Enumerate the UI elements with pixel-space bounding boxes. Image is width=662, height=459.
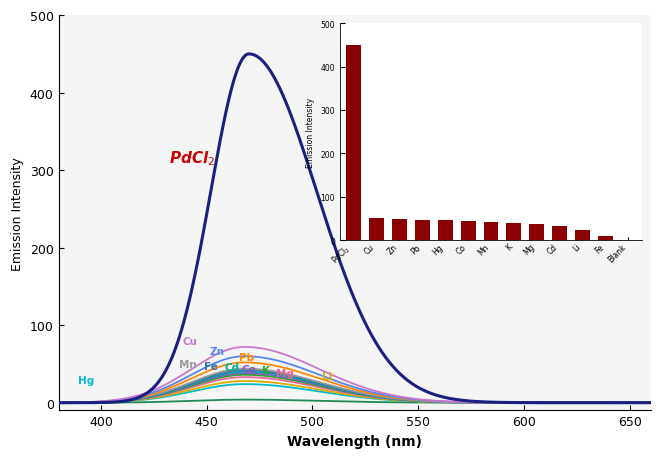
Text: K: K [262, 365, 270, 375]
Text: Li: Li [322, 372, 332, 381]
Text: PdCl$_2$: PdCl$_2$ [169, 149, 215, 168]
Text: Pb: Pb [239, 353, 254, 362]
Text: Zn: Zn [210, 346, 224, 356]
Text: Mg: Mg [276, 368, 294, 378]
Text: Cd: Cd [224, 362, 240, 372]
Y-axis label: Emission Intensity: Emission Intensity [11, 157, 24, 270]
Text: Cu: Cu [182, 336, 197, 346]
Text: Mn: Mn [179, 359, 197, 369]
Text: Co: Co [242, 364, 256, 374]
Text: Hg: Hg [78, 375, 94, 385]
Text: Fe: Fe [204, 361, 218, 371]
X-axis label: Wavelength (nm): Wavelength (nm) [287, 434, 422, 448]
